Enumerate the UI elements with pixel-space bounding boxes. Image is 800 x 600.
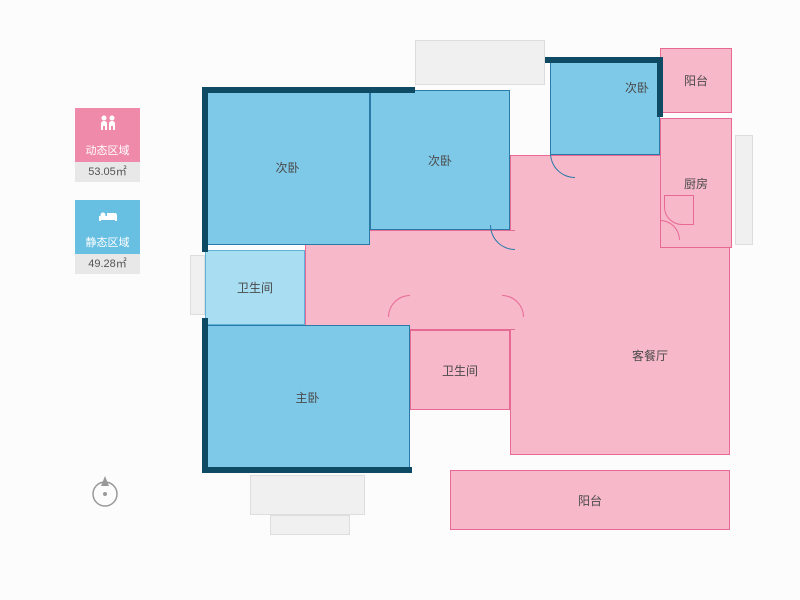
exterior-notch <box>270 515 350 535</box>
room-label: 次卧 <box>275 159 299 176</box>
room-label: 卫生间 <box>237 279 273 296</box>
room-hall <box>305 230 515 330</box>
exterior-notch <box>250 475 365 515</box>
compass-icon <box>85 470 125 510</box>
legend-dynamic-value: 53.05㎡ <box>75 162 140 182</box>
room-bedroom2c: 次卧 <box>550 60 660 155</box>
room-balcony-bottom: 阳台 <box>450 470 730 530</box>
room-label: 阳台 <box>684 72 708 89</box>
wall <box>202 87 208 252</box>
room-master: 主卧 <box>205 325 410 470</box>
legend-static-value: 49.28㎡ <box>75 254 140 274</box>
exterior-notch <box>190 255 205 315</box>
room-label: 主卧 <box>295 389 319 406</box>
room-label: 阳台 <box>578 492 602 509</box>
people-icon <box>75 108 140 140</box>
room-label: 卫生间 <box>442 362 478 379</box>
wall <box>202 318 208 473</box>
room-bedroom2a: 次卧 <box>205 90 370 245</box>
room-bath1: 卫生间 <box>205 250 305 325</box>
legend-static-label: 静态区域 <box>75 232 140 254</box>
floorplan-canvas: 客餐厅 阳台 厨房 次卧 次卧 次卧 卫生间 主卧 卫生间 阳台 <box>190 40 750 570</box>
room-label: 次卧 <box>625 79 649 96</box>
exterior-notch <box>735 135 753 245</box>
room-balcony-top: 阳台 <box>660 48 732 113</box>
legend-panel: 动态区域 53.05㎡ 静态区域 49.28㎡ <box>75 108 140 292</box>
bed-icon <box>75 200 140 232</box>
wall <box>545 57 663 63</box>
room-bedroom2b: 次卧 <box>370 90 510 230</box>
wall <box>657 57 663 117</box>
room-label: 厨房 <box>684 175 708 192</box>
room-label: 次卧 <box>428 152 452 169</box>
room-label: 客餐厅 <box>632 347 668 364</box>
legend-dynamic: 动态区域 53.05㎡ <box>75 108 140 182</box>
exterior-notch <box>415 40 545 85</box>
legend-static: 静态区域 49.28㎡ <box>75 200 140 274</box>
room-bath2: 卫生间 <box>410 330 510 410</box>
wall <box>202 467 412 473</box>
legend-dynamic-label: 动态区域 <box>75 140 140 162</box>
wall <box>202 87 415 93</box>
